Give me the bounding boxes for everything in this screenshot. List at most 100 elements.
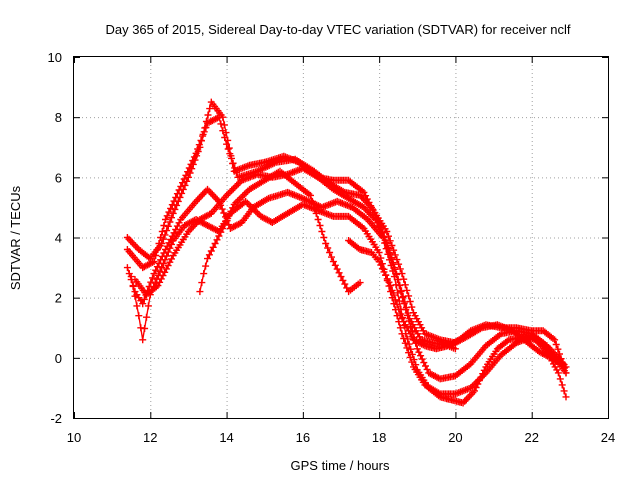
- data-point: [310, 203, 318, 211]
- data-point: [388, 242, 396, 249]
- data-point: [408, 358, 416, 366]
- data-point: [471, 387, 478, 395]
- data-point: [149, 274, 156, 282]
- data-point: [166, 218, 174, 226]
- data-point: [197, 136, 205, 144]
- data-point: [213, 114, 221, 122]
- data-point: [394, 289, 402, 297]
- data-point: [318, 228, 326, 235]
- data-point: [423, 365, 431, 373]
- x-tick-label: 10: [67, 430, 81, 445]
- data-point: [320, 234, 328, 241]
- data-point: [341, 280, 349, 288]
- data-point: [400, 275, 408, 283]
- data-point: [162, 216, 169, 223]
- data-point: [131, 292, 139, 300]
- data-point: [384, 244, 392, 251]
- data-point: [401, 281, 409, 289]
- data-point: [560, 387, 568, 395]
- data-point: [177, 182, 185, 190]
- data-point: [382, 271, 390, 279]
- data-point: [402, 306, 410, 314]
- data-point: [229, 159, 237, 167]
- data-point: [417, 352, 425, 360]
- data-point: [153, 263, 161, 271]
- data-point: [391, 251, 399, 259]
- data-point: [416, 321, 424, 329]
- data-point: [155, 240, 163, 247]
- data-point: [398, 270, 406, 278]
- data-point: [169, 209, 177, 217]
- data-point: [395, 260, 403, 268]
- data-point: [308, 197, 316, 205]
- data-point: [380, 234, 388, 241]
- data-point: [204, 255, 211, 263]
- data-point: [171, 205, 179, 213]
- data-point: [558, 381, 566, 389]
- data-point: [375, 249, 383, 256]
- data-point: [383, 275, 391, 283]
- data-point: [198, 279, 206, 287]
- data-point: [220, 221, 228, 229]
- data-point: [377, 261, 385, 269]
- data-point: [375, 219, 383, 226]
- y-tick-label: -2: [50, 411, 62, 426]
- data-point: [405, 317, 413, 325]
- data-point: [194, 145, 202, 153]
- data-point: [387, 282, 395, 290]
- data-point: [379, 229, 386, 236]
- y-tick-label: 4: [55, 231, 62, 246]
- data-point: [328, 253, 335, 261]
- chart-title: Day 365 of 2015, Sidereal Day-to-day VTE…: [105, 22, 570, 37]
- data-point: [226, 150, 234, 158]
- data-point: [322, 240, 330, 247]
- data-point: [217, 120, 225, 128]
- data-point: [127, 273, 135, 281]
- series-layer: [123, 98, 570, 407]
- data-point: [219, 225, 227, 232]
- data-point: [204, 111, 212, 119]
- data-point: [395, 282, 403, 290]
- data-point: [401, 321, 409, 329]
- data-point: [400, 300, 408, 308]
- data-point: [396, 310, 404, 318]
- data-point: [224, 214, 232, 222]
- data-point: [549, 335, 557, 342]
- data-point: [419, 341, 427, 349]
- plot-frame: [73, 56, 609, 419]
- data-point: [390, 291, 398, 299]
- data-point: [190, 153, 198, 161]
- data-point: [192, 149, 200, 157]
- data-point: [164, 248, 172, 256]
- data-point: [184, 168, 192, 176]
- data-point: [170, 197, 178, 205]
- data-point: [168, 214, 175, 222]
- data-point: [163, 212, 171, 220]
- data-point: [173, 190, 181, 198]
- data-point: [140, 295, 148, 303]
- data-point: [307, 191, 314, 199]
- data-point: [187, 160, 195, 168]
- data-point: [403, 286, 411, 294]
- data-point: [393, 256, 401, 264]
- data-point: [405, 292, 413, 300]
- data-point: [159, 260, 167, 268]
- grid-layer: [74, 57, 608, 418]
- data-point: [160, 222, 168, 229]
- data-point: [166, 244, 174, 252]
- data-point: [129, 282, 137, 290]
- data-point: [206, 105, 214, 113]
- data-point: [220, 209, 228, 217]
- data-point: [219, 127, 227, 135]
- x-tick-label: 16: [296, 430, 310, 445]
- data-point: [385, 232, 392, 240]
- data-point: [228, 154, 235, 162]
- data-point: [205, 251, 213, 259]
- data-point: [133, 302, 141, 310]
- data-point: [552, 341, 560, 348]
- data-point: [324, 244, 332, 252]
- data-point: [195, 141, 203, 149]
- data-point: [163, 252, 171, 260]
- data-point: [415, 348, 423, 356]
